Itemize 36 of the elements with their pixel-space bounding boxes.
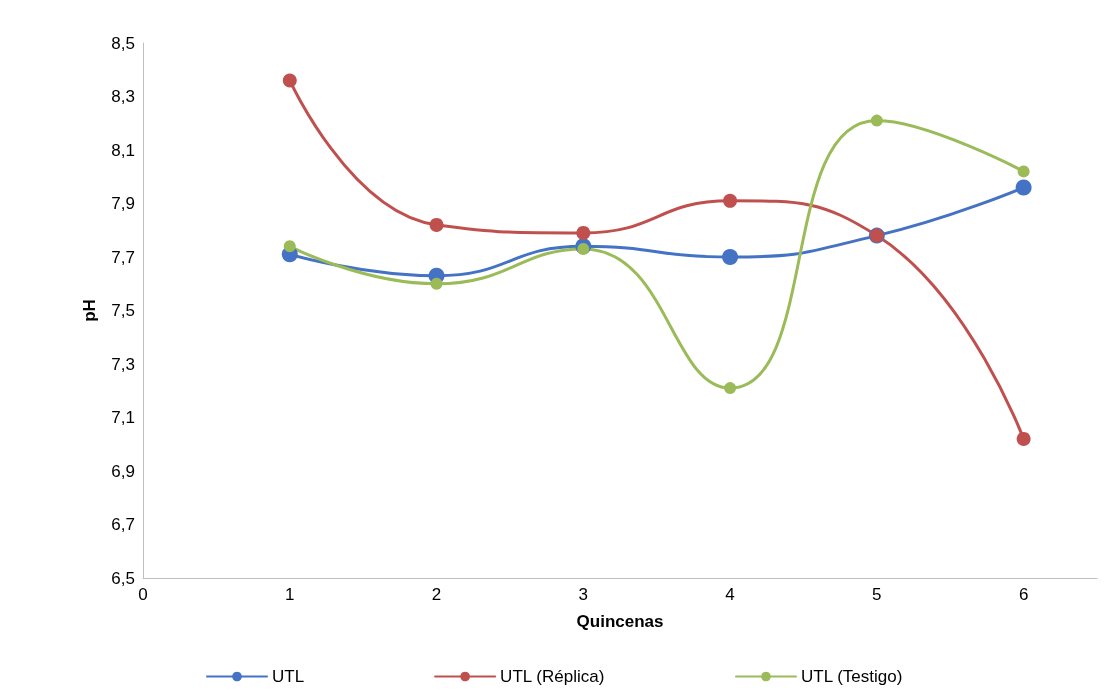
y-tick-label: 6,7: [111, 515, 135, 534]
y-tick-label: 7,9: [111, 194, 135, 213]
x-tick-label: 5: [872, 585, 882, 604]
point: [282, 73, 297, 88]
point: [723, 193, 738, 208]
point: [283, 240, 296, 253]
point: [722, 249, 739, 265]
legend-label: UTL (Testigo): [800, 667, 903, 686]
point: [870, 114, 883, 127]
x-tick-label: 2: [431, 585, 442, 604]
point: [1017, 165, 1030, 178]
point: [724, 382, 737, 395]
point: [1015, 179, 1032, 196]
x-tick-label: 4: [725, 585, 735, 604]
y-tick-label: 6,5: [111, 568, 135, 588]
point: [576, 225, 591, 240]
point: [429, 217, 444, 232]
point: [1016, 431, 1031, 446]
y-tick-label: 8,3: [111, 87, 135, 106]
y-axis-title: pH: [80, 299, 99, 322]
legend-label: UTL (Réplica): [500, 667, 605, 686]
legend-label: UTL: [272, 667, 305, 686]
y-tick-label: 7,1: [111, 408, 135, 427]
x-axis-title: Quincenas: [576, 612, 664, 631]
x-tick-label: 1: [285, 585, 295, 604]
point: [430, 277, 443, 290]
y-tick-label: 7,7: [111, 247, 135, 267]
x-tick-label: 3: [578, 585, 589, 604]
y-tick-label: 8,5: [111, 33, 135, 53]
point: [577, 242, 590, 255]
y-tick-label: 6,9: [111, 461, 135, 481]
x-tick-label: 0: [138, 585, 148, 604]
y-tick-label: 8,1: [111, 140, 135, 160]
y-tick-label: 7,3: [111, 354, 135, 374]
y-tick-label: 7,5: [111, 301, 135, 320]
x-tick-label: 6: [1018, 585, 1029, 604]
